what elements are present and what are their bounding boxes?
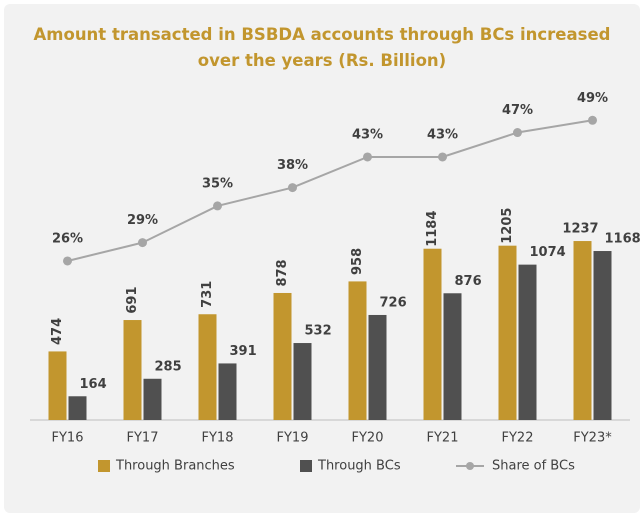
data-label: 726 <box>380 295 407 310</box>
bar <box>123 320 142 420</box>
line-marker <box>288 183 297 193</box>
legend-swatch <box>300 460 312 472</box>
bar <box>368 314 387 420</box>
bar <box>498 245 517 420</box>
data-label: 958 <box>350 248 365 275</box>
bar <box>68 396 87 420</box>
legend-swatch <box>98 460 110 472</box>
legend-marker <box>466 462 474 470</box>
data-label: 1237 <box>562 222 598 237</box>
data-label: 29% <box>127 213 158 228</box>
chart: FY16 FY17 FY18 FY19 FY20 FY21 FY22 FY23* 474 691 7… <box>30 91 641 474</box>
bar <box>48 351 67 420</box>
data-label: 731 <box>200 281 215 308</box>
bar <box>218 363 237 420</box>
data-label: 532 <box>305 324 332 339</box>
x-tick-label: FY19 <box>277 431 309 446</box>
data-label: 1168 <box>605 232 641 247</box>
line-marker <box>63 256 72 266</box>
data-label: 1184 <box>425 211 440 247</box>
x-tick-label: FY22 <box>502 431 534 446</box>
bar <box>423 248 442 420</box>
line-marker <box>213 201 222 211</box>
line <box>67 119 593 262</box>
x-tick-label: FY16 <box>52 431 84 446</box>
data-label: 35% <box>202 176 233 191</box>
x-tick-label: FY17 <box>127 431 159 446</box>
legend-label: Share of BCs <box>492 459 575 474</box>
bar <box>593 251 612 420</box>
data-label: 876 <box>455 274 482 289</box>
data-label: 47% <box>502 103 533 118</box>
x-tick-label: FY21 <box>427 431 459 446</box>
data-label: 474 <box>50 318 65 345</box>
data-label: 691 <box>125 286 140 313</box>
x-tick-label: FY18 <box>202 431 234 446</box>
line-marker <box>438 152 447 162</box>
data-label: 285 <box>155 359 182 374</box>
data-label: 164 <box>80 377 107 392</box>
bar <box>273 292 292 420</box>
chart-panel: FY16 FY17 FY18 FY19 FY20 FY21 FY22 FY23* 474 691 7… <box>4 4 640 513</box>
bar <box>348 281 367 420</box>
bar <box>198 314 217 420</box>
line-marker <box>588 115 597 125</box>
line-marker <box>513 128 522 138</box>
bar <box>293 343 312 420</box>
line-marker <box>363 152 372 162</box>
data-label: 878 <box>275 259 290 286</box>
data-label: 1074 <box>530 245 566 260</box>
data-label: 1205 <box>500 208 515 244</box>
bar <box>518 264 537 420</box>
data-label: 43% <box>352 127 383 142</box>
x-tick-label: FY23* <box>573 431 612 446</box>
data-label: 391 <box>230 344 257 359</box>
bar <box>143 378 162 420</box>
legend-label: Through BCs <box>317 459 401 474</box>
bar <box>573 241 592 420</box>
data-label: 38% <box>277 158 308 173</box>
line-marker <box>138 238 147 248</box>
chart-title: Amount transacted in BSBDA accounts thro… <box>33 25 611 70</box>
data-label: 43% <box>427 127 458 142</box>
data-label: 49% <box>577 91 608 106</box>
data-label: 26% <box>52 231 83 246</box>
x-tick-label: FY20 <box>352 431 384 446</box>
legend-label: Through Branches <box>115 459 235 474</box>
bar <box>443 293 462 420</box>
